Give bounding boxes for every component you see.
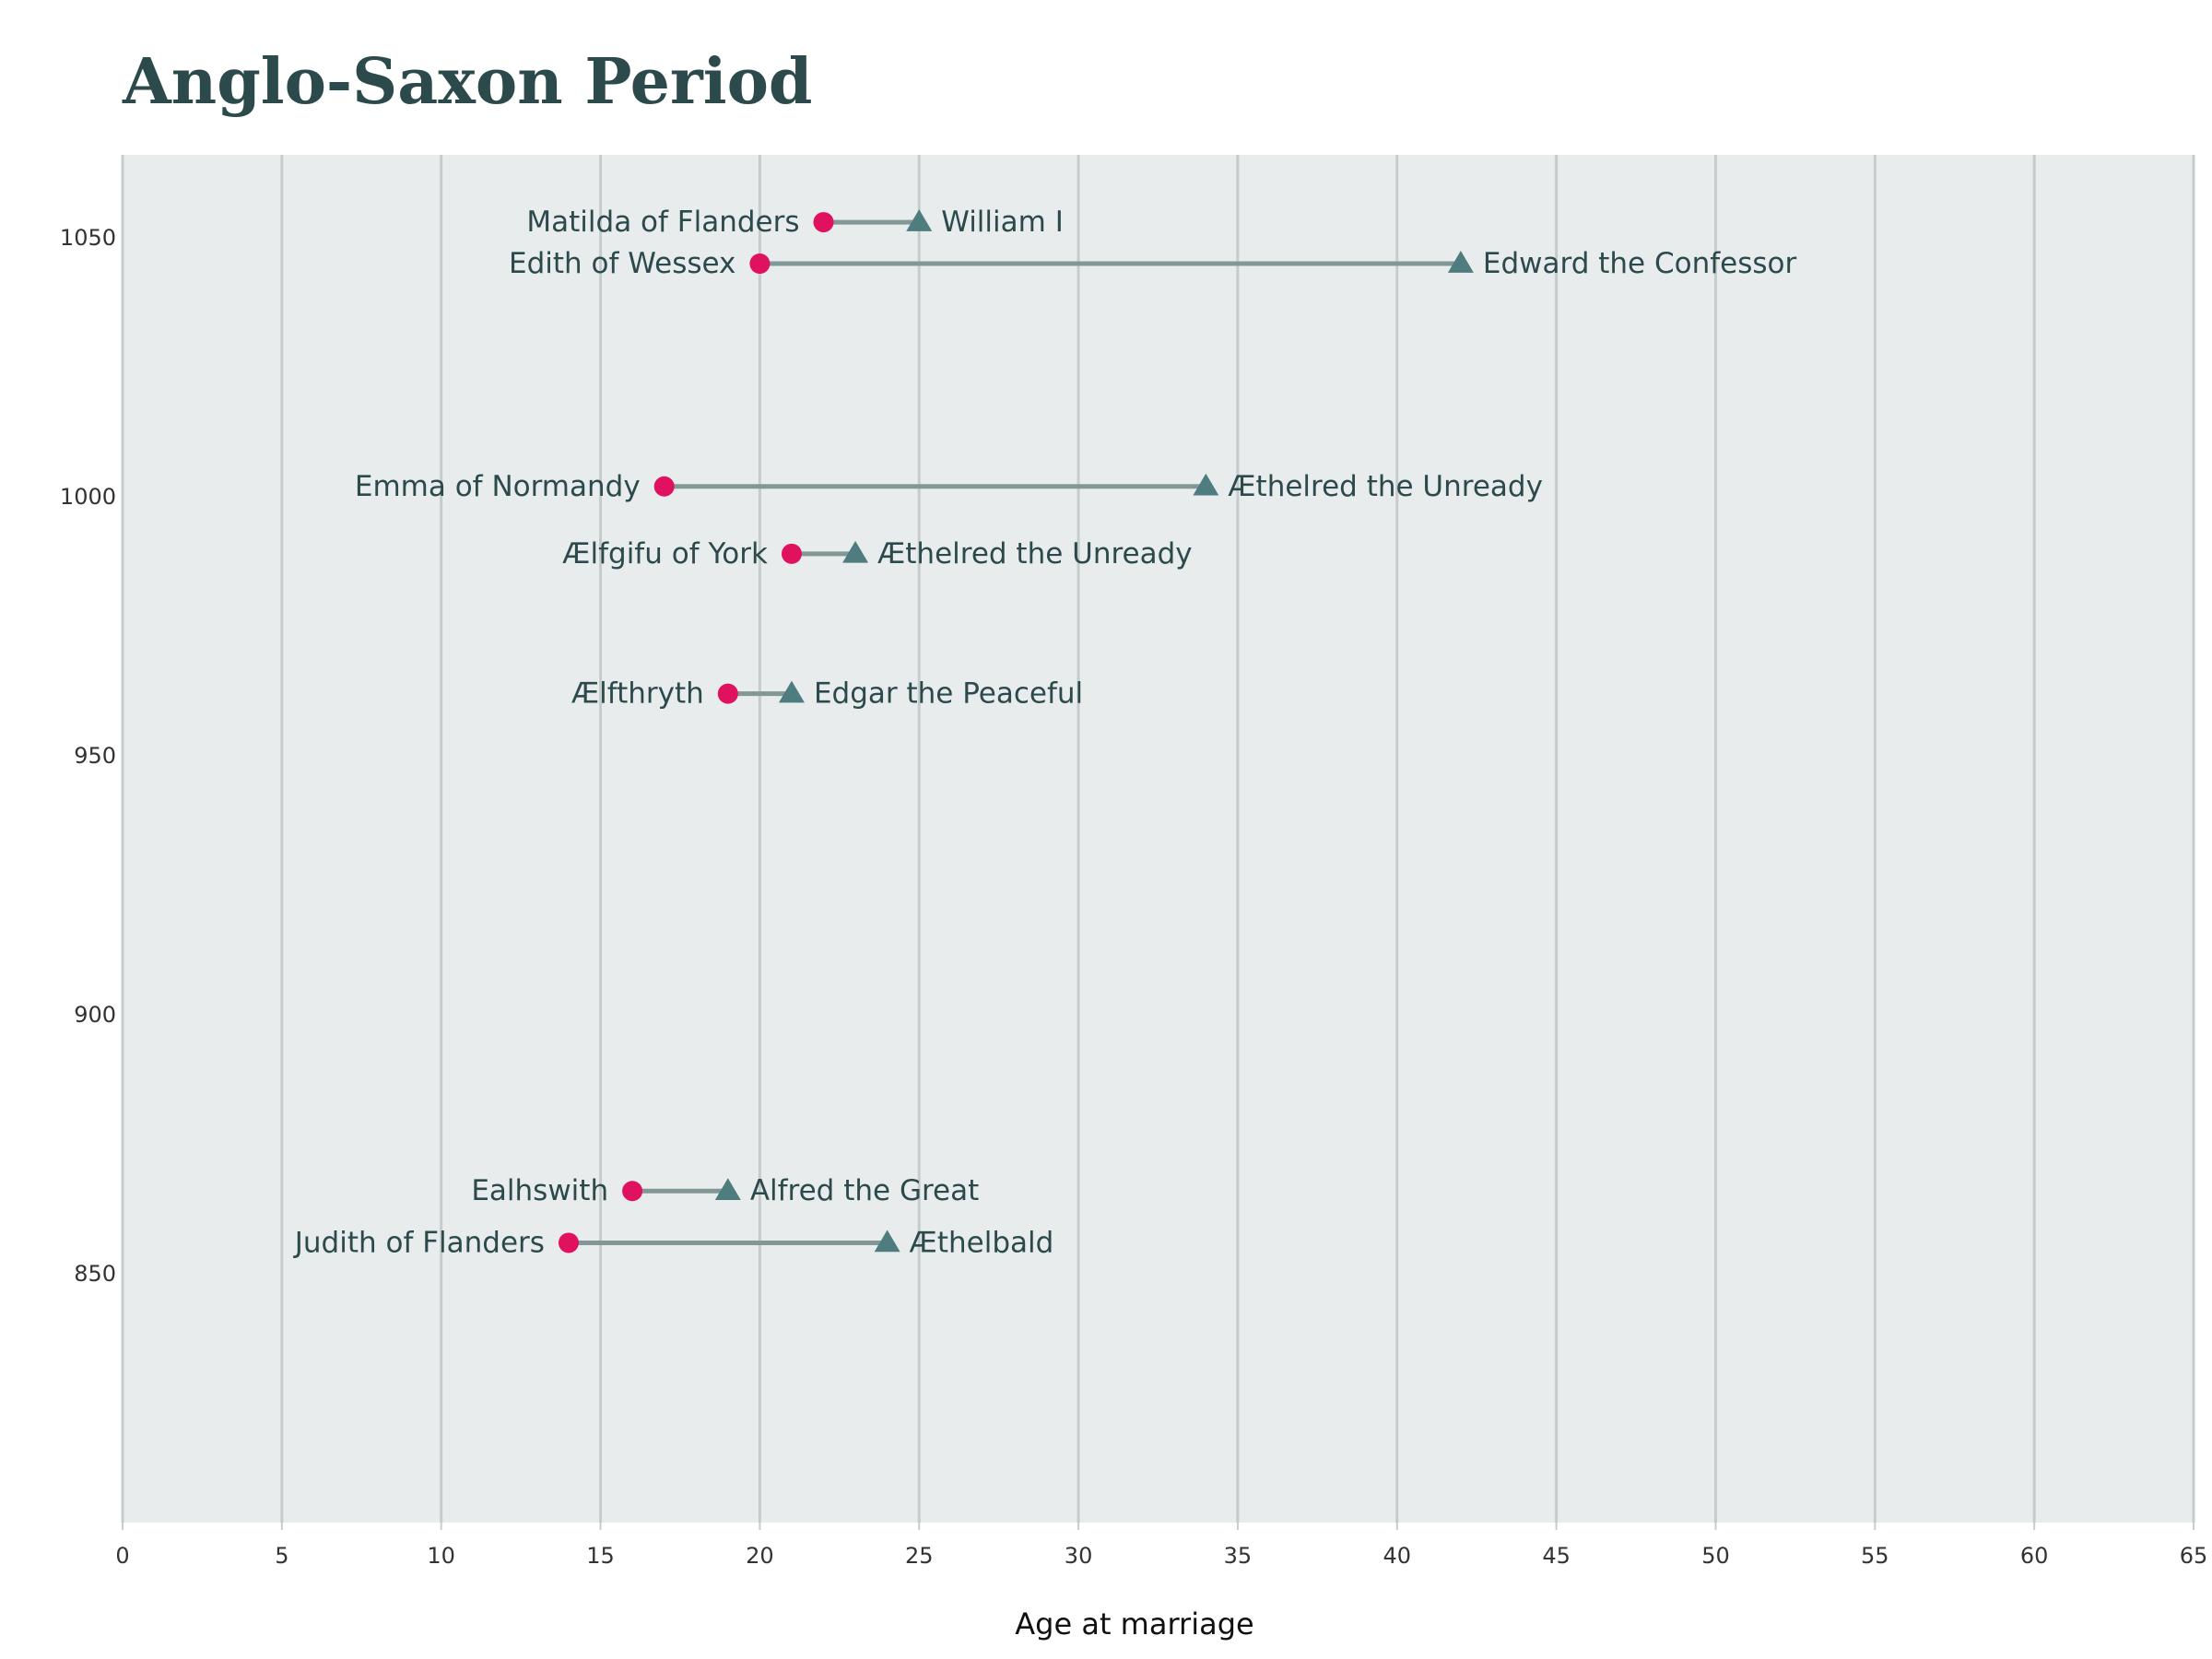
x-tick-label: 25 bbox=[905, 1543, 934, 1569]
bride-label: Ælfthryth bbox=[571, 677, 704, 711]
marriage-row: Edith of Wessex Edward the Confessor bbox=[509, 247, 1796, 280]
marriage-row: Ælfthryth Edgar the Peaceful bbox=[571, 677, 1083, 711]
bride-marker bbox=[813, 212, 834, 233]
y-tick-label: 850 bbox=[74, 1261, 116, 1287]
bride-label: Matilda of Flanders bbox=[526, 206, 799, 239]
groom-label: Edgar the Peaceful bbox=[814, 677, 1083, 711]
x-tick-label: 10 bbox=[427, 1543, 455, 1569]
y-tick-label: 1050 bbox=[60, 225, 116, 251]
groom-marker bbox=[1193, 473, 1219, 496]
marriage-row: Emma of Normandy Æthelred the Unready bbox=[355, 470, 1543, 503]
x-tick-label: 65 bbox=[2180, 1543, 2208, 1569]
chart-title: Anglo-Saxon Period bbox=[122, 45, 812, 119]
x-axis-ticks: 0 5 10 15 20 25 30 35 40 45 50 55 60 65 bbox=[115, 1523, 2207, 1569]
groom-label: Æthelred the Unready bbox=[877, 537, 1193, 571]
x-axis-label: Age at marriage bbox=[1015, 1606, 1253, 1641]
marriage-row: Ealhswith Alfred the Great bbox=[471, 1174, 979, 1207]
y-tick-label: 900 bbox=[74, 1002, 116, 1028]
x-tick-label: 45 bbox=[1542, 1543, 1571, 1569]
marriage-row: Judith of Flanders Æthelbald bbox=[293, 1226, 1054, 1259]
x-tick-label: 5 bbox=[275, 1543, 288, 1569]
groom-marker bbox=[778, 680, 805, 703]
bride-label: Edith of Wessex bbox=[509, 247, 735, 280]
groom-marker bbox=[842, 540, 869, 563]
bride-label: Ælfgifu of York bbox=[562, 537, 768, 571]
groom-label: Edward the Confessor bbox=[1483, 247, 1797, 280]
x-tick-label: 0 bbox=[115, 1543, 129, 1569]
y-tick-label: 950 bbox=[74, 743, 116, 769]
groom-marker bbox=[714, 1178, 741, 1201]
dumbbell-marks: Judith of Flanders Æthelbald Ealhswith Alfr… bbox=[293, 206, 1797, 1259]
groom-marker bbox=[906, 209, 933, 231]
marriage-row: Matilda of Flanders William I bbox=[526, 206, 1063, 239]
groom-label: Æthelbald bbox=[910, 1226, 1054, 1259]
plot-background bbox=[123, 155, 2194, 1523]
y-tick-label: 1000 bbox=[60, 484, 116, 510]
x-tick-label: 55 bbox=[1861, 1543, 1889, 1569]
bride-marker bbox=[749, 253, 771, 275]
grid-lines bbox=[121, 155, 2195, 1523]
groom-marker bbox=[874, 1230, 900, 1253]
marriage-row: Ælfgifu of York Æthelred the Unready bbox=[562, 537, 1192, 571]
bride-label: Emma of Normandy bbox=[355, 470, 641, 503]
groom-label: William I bbox=[941, 206, 1064, 239]
bride-label: Judith of Flanders bbox=[293, 1226, 545, 1259]
bride-marker bbox=[558, 1232, 579, 1253]
x-tick-label: 50 bbox=[1701, 1543, 1730, 1569]
x-tick-label: 15 bbox=[586, 1543, 615, 1569]
bride-marker bbox=[622, 1181, 643, 1202]
bride-marker bbox=[653, 476, 675, 497]
x-tick-label: 20 bbox=[746, 1543, 774, 1569]
bride-marker bbox=[717, 683, 738, 704]
bride-label: Ealhswith bbox=[471, 1174, 608, 1207]
x-tick-label: 60 bbox=[2020, 1543, 2049, 1569]
groom-marker bbox=[1447, 251, 1474, 273]
y-axis-ticks: 850 900 950 1000 1050 bbox=[60, 225, 116, 1287]
x-tick-label: 40 bbox=[1382, 1543, 1411, 1569]
bride-marker bbox=[781, 543, 802, 564]
x-tick-label: 30 bbox=[1065, 1543, 1093, 1569]
groom-label: Alfred the Great bbox=[750, 1174, 979, 1207]
x-tick-label: 35 bbox=[1224, 1543, 1253, 1569]
groom-label: Æthelred the Unready bbox=[1228, 470, 1543, 503]
